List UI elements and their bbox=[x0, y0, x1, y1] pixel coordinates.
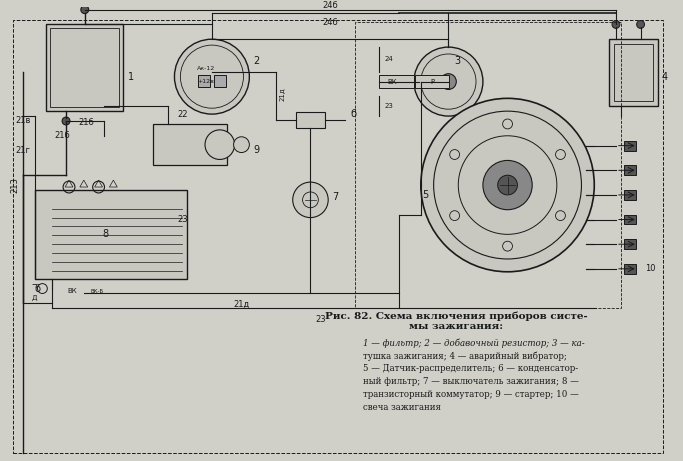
Text: –: – bbox=[31, 278, 38, 289]
Circle shape bbox=[174, 39, 249, 114]
Circle shape bbox=[81, 6, 89, 13]
Bar bbox=[198, 75, 210, 87]
Circle shape bbox=[498, 175, 518, 195]
Text: 1: 1 bbox=[128, 71, 135, 82]
Text: Р: Р bbox=[430, 78, 434, 84]
Circle shape bbox=[421, 98, 594, 272]
Bar bbox=[415, 75, 449, 89]
Bar bbox=[624, 190, 636, 200]
Text: 9: 9 bbox=[253, 145, 260, 154]
Text: 5: 5 bbox=[423, 190, 429, 200]
Text: +12в: +12в bbox=[197, 79, 214, 84]
Bar bbox=[214, 75, 225, 87]
Text: 2: 2 bbox=[253, 56, 260, 66]
Bar bbox=[609, 39, 658, 106]
Bar bbox=[46, 24, 123, 111]
Text: 24б: 24б bbox=[322, 0, 338, 10]
Bar bbox=[614, 44, 654, 101]
Circle shape bbox=[612, 20, 620, 29]
Text: Д: Д bbox=[32, 296, 38, 301]
Text: 23: 23 bbox=[385, 103, 393, 109]
Text: 21в: 21в bbox=[15, 116, 30, 125]
Text: 24: 24 bbox=[385, 56, 393, 62]
Text: транзисторный коммутатор; 9 — стартер; 10 —: транзисторный коммутатор; 9 — стартер; 1… bbox=[363, 390, 579, 399]
Text: 1 — фильтр; 2 — добавочный резистор; 3 — ка-: 1 — фильтр; 2 — добавочный резистор; 3 —… bbox=[363, 339, 585, 349]
Circle shape bbox=[62, 117, 70, 125]
Text: 21д: 21д bbox=[234, 301, 249, 309]
Circle shape bbox=[234, 137, 249, 153]
Text: 21д: 21д bbox=[279, 88, 285, 101]
Circle shape bbox=[441, 74, 456, 89]
Text: 3: 3 bbox=[454, 56, 460, 66]
Text: 8: 8 bbox=[102, 229, 109, 239]
Text: тушка зажигания; 4 — аварийный вибратор;: тушка зажигания; 4 — аварийный вибратор; bbox=[363, 352, 567, 361]
Circle shape bbox=[205, 130, 234, 160]
Bar bbox=[35, 190, 187, 279]
Circle shape bbox=[293, 182, 329, 218]
Text: 7: 7 bbox=[332, 192, 338, 202]
Text: 4: 4 bbox=[661, 71, 667, 82]
Bar bbox=[51, 29, 120, 107]
Text: 23: 23 bbox=[315, 315, 326, 324]
Circle shape bbox=[637, 20, 645, 29]
Text: 21г: 21г bbox=[15, 146, 30, 154]
Bar bbox=[380, 75, 414, 89]
Bar bbox=[624, 165, 636, 175]
Circle shape bbox=[414, 47, 483, 116]
Text: 5 — Датчик-распределитель; 6 — конденсатор-: 5 — Датчик-распределитель; 6 — конденсат… bbox=[363, 365, 578, 373]
Text: 213: 213 bbox=[10, 177, 19, 193]
Text: 22: 22 bbox=[178, 110, 188, 118]
Text: б: б bbox=[35, 284, 41, 294]
Text: 24б: 24б bbox=[322, 18, 338, 27]
Bar bbox=[296, 112, 325, 128]
Text: 23: 23 bbox=[177, 215, 188, 224]
Bar bbox=[354, 23, 621, 308]
Text: ный фильтр; 7 — выключатель зажигания; 8 —: ный фильтр; 7 — выключатель зажигания; 8… bbox=[363, 377, 579, 386]
Text: свеча зажигания: свеча зажигания bbox=[363, 403, 441, 412]
Bar bbox=[624, 239, 636, 249]
Text: Рис. 82. Схема включения приборов систе-
мы зажигания:: Рис. 82. Схема включения приборов систе-… bbox=[325, 311, 587, 331]
Text: б: б bbox=[350, 109, 356, 119]
Bar bbox=[624, 141, 636, 151]
Text: 21б: 21б bbox=[78, 118, 94, 127]
Text: ВК: ВК bbox=[67, 289, 76, 295]
Text: Ак-12: Ак-12 bbox=[197, 66, 215, 71]
Text: 10: 10 bbox=[645, 264, 656, 273]
Bar bbox=[624, 264, 636, 274]
Text: 21б: 21б bbox=[54, 131, 70, 140]
Text: ВК: ВК bbox=[387, 78, 397, 84]
Circle shape bbox=[483, 160, 532, 210]
Bar bbox=[153, 124, 227, 165]
Text: ВК-Б: ВК-Б bbox=[90, 289, 103, 294]
Bar bbox=[624, 215, 636, 225]
